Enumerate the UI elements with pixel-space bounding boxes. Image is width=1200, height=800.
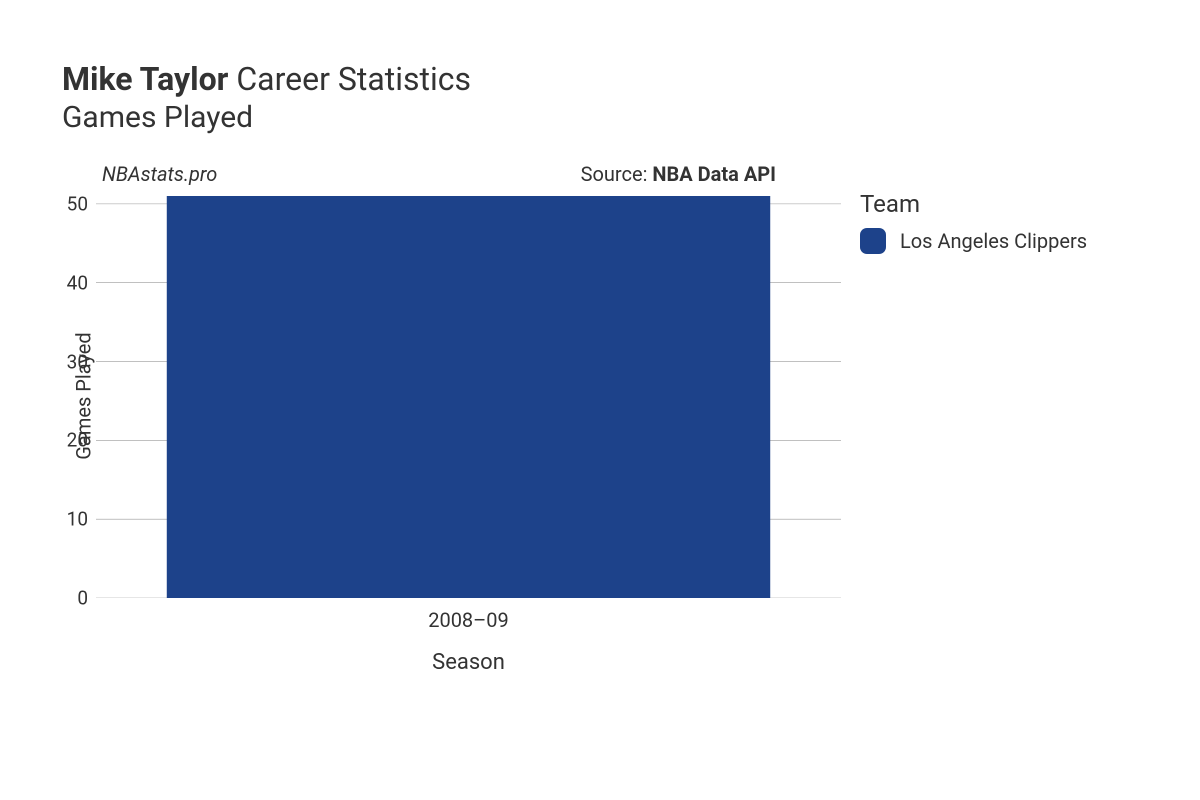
y-tick-label: 30 [48, 350, 88, 373]
chart-title-line1: Mike Taylor Career Statistics [62, 60, 471, 98]
y-tick-label: 0 [48, 587, 88, 610]
player-name: Mike Taylor [62, 60, 228, 98]
y-tick-label: 40 [48, 271, 88, 294]
source-label: Source: [581, 162, 648, 186]
y-tick-label: 20 [48, 429, 88, 452]
title-suffix: Career Statistics [236, 60, 471, 98]
source-attribution: Source: NBA Data API [581, 162, 776, 186]
chart-legend: Team Los Angeles Clippers [860, 190, 1087, 254]
x-axis-label: Season [96, 650, 841, 675]
legend-swatch [860, 228, 886, 254]
bar [167, 196, 770, 598]
y-tick-label: 50 [48, 192, 88, 215]
chart-plot-area [96, 196, 841, 598]
brand-name: NBAstats.pro [102, 162, 217, 186]
source-value: NBA Data API [652, 162, 776, 186]
chart-metric: Games Played [62, 100, 471, 135]
legend-item-label: Los Angeles Clippers [900, 229, 1087, 253]
legend-title: Team [860, 190, 1087, 218]
chart-title-block: Mike Taylor Career Statistics Games Play… [62, 60, 471, 135]
chart-subhead: NBAstats.pro Source: NBA Data API [96, 162, 776, 186]
legend-item: Los Angeles Clippers [860, 228, 1087, 254]
x-tick-label: 2008–09 [428, 608, 509, 632]
y-tick-label: 10 [48, 508, 88, 531]
